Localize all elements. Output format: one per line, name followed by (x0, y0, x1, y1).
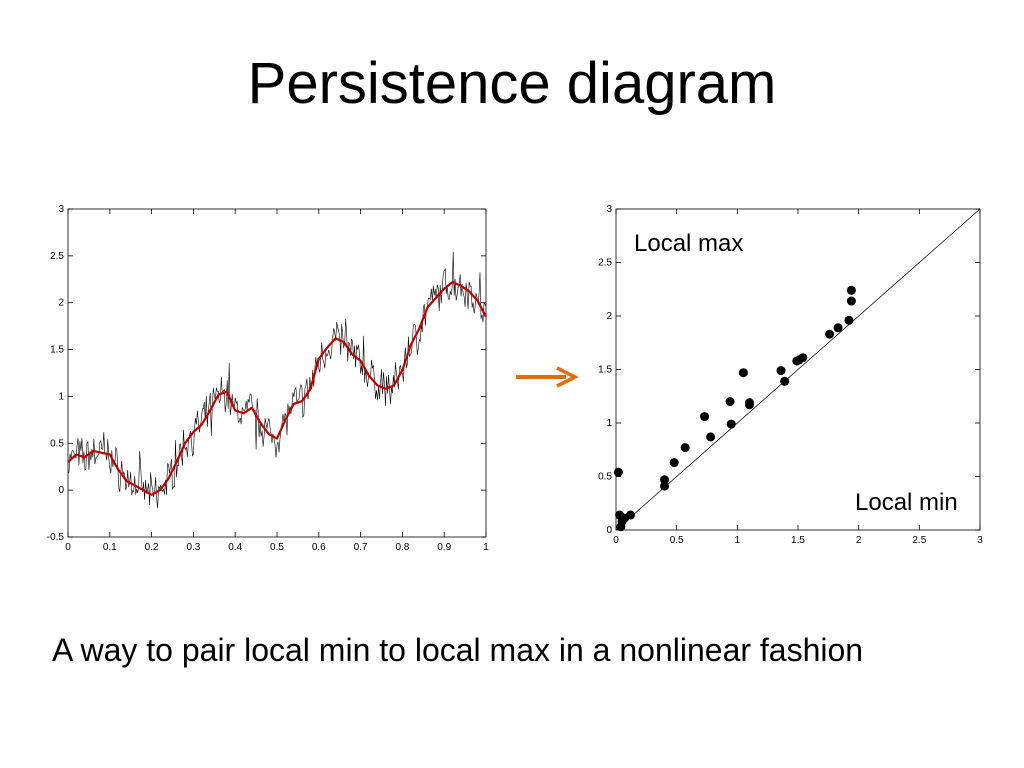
persistence-point (626, 510, 636, 520)
left-xtick-label: 0.1 (103, 542, 117, 553)
persistence-point (660, 481, 670, 491)
smoothed-signal-line (67, 281, 487, 496)
left-ytick-label: 2 (58, 298, 64, 309)
persistence-point (660, 475, 670, 485)
diagonal-line (615, 208, 981, 531)
left-ytick-label: 0 (58, 485, 64, 496)
left-xtick-label: 0.3 (186, 542, 200, 553)
persistence-point (744, 398, 754, 408)
left-ytick-label: -0.5 (47, 532, 65, 543)
time-series-chart: 0 0.1 0.2 0.3 0.4 0.5 0.6 0.7 0.8 0.9 1-0.500.511.… (47, 204, 489, 553)
left-xtick-label: 0.8 (395, 542, 409, 553)
persistence-point (833, 323, 843, 333)
right-ytick-label: 2 (606, 311, 612, 322)
left-xtick-label: 0.7 (354, 542, 368, 553)
right-xtick-label: 0.5 (670, 535, 684, 546)
slide-title: Persistence diagram (247, 51, 777, 116)
persistence-point (825, 329, 835, 339)
persistence-diagram-chart: 0 0.5 1 1.5 2 2.5 3 0 0.5 1 1.5 2 2.5 3 Local max Local… (598, 204, 983, 546)
persistence-point (798, 353, 808, 363)
right-arrow-icon (516, 366, 579, 388)
right-ytick-label: 1.5 (598, 365, 612, 376)
local-min-label: Local min (855, 489, 958, 516)
right-ytick-label: 0.5 (598, 472, 612, 483)
right-ytick-label: 0 (606, 525, 612, 536)
slide-caption: A way to pair local min to local max in … (52, 632, 864, 668)
right-xtick-label: 2 (856, 535, 862, 546)
right-xtick-label: 1.5 (791, 535, 805, 546)
persistence-point (706, 432, 716, 442)
persistence-point (776, 366, 786, 376)
right-ytick-label: 3 (606, 204, 612, 215)
local-max-label: Local max (634, 230, 743, 257)
right-xtick-label: 3 (977, 535, 983, 546)
left-xtick-label: 0.6 (312, 542, 326, 553)
left-xtick-label: 0.2 (145, 542, 159, 553)
persistence-point (780, 376, 790, 386)
persistence-point (726, 419, 736, 429)
left-xtick-label: 0.9 (437, 542, 451, 553)
right-xtick-label: 2.5 (912, 535, 926, 546)
persistence-point (700, 412, 710, 422)
left-xtick-label: 0.5 (270, 542, 284, 553)
persistence-point (846, 285, 856, 295)
persistence-point (846, 296, 856, 306)
left-ytick-label: 1 (58, 391, 64, 402)
left-xtick-label: 0.4 (228, 542, 242, 553)
left-ytick-label: 3 (58, 204, 64, 215)
persistence-point (725, 397, 735, 407)
persistence-point (844, 315, 854, 325)
left-xtick-label: 1 (483, 542, 489, 553)
left-axes-frame (67, 208, 487, 538)
raw-signal-line (67, 251, 487, 509)
right-ytick-label: 2.5 (598, 258, 612, 269)
left-xtick-label: 0 (65, 542, 71, 553)
persistence-point (613, 467, 623, 477)
left-ytick-label: 1.5 (50, 345, 64, 356)
left-ytick-label: 0.5 (50, 438, 64, 449)
persistence-point (669, 458, 679, 468)
persistence-point (680, 443, 690, 453)
persistence-point (738, 368, 748, 378)
right-xtick-label: 0 (613, 535, 619, 546)
left-ytick-label: 2.5 (50, 251, 64, 262)
right-ytick-label: 1 (606, 418, 612, 429)
arrow-head (556, 366, 579, 388)
right-xtick-label: 1 (735, 535, 741, 546)
